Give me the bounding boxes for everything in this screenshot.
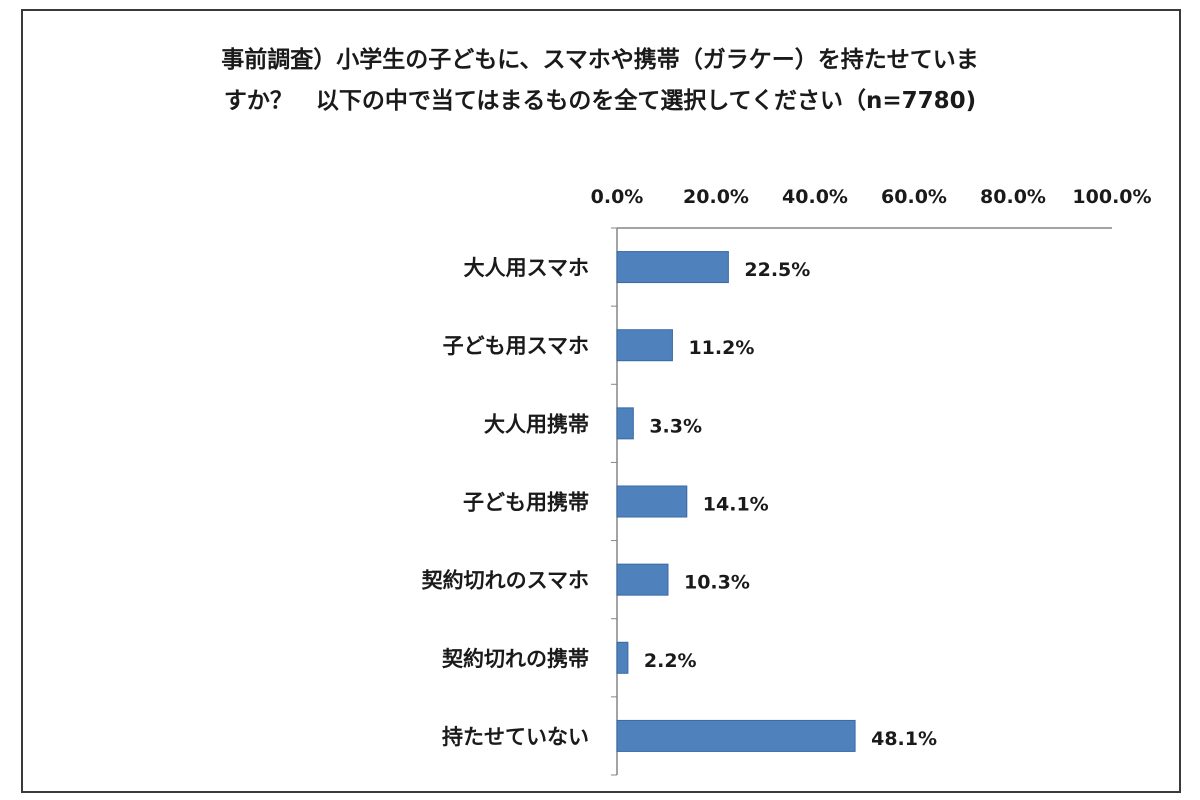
bar	[616, 329, 673, 362]
x-tick-label: 80.0%	[980, 186, 1046, 208]
chart-title: 事前調査）小学生の子どもに、スマホや携帯（ガラケー）を持たせていま すか？ 以下…	[0, 40, 1200, 122]
data-label: 3.3%	[649, 415, 702, 437]
bar	[616, 485, 688, 518]
category-label: 子ども用スマホ	[443, 334, 589, 358]
category-label: 契約切れのスマホ	[421, 569, 589, 593]
category-label: 大人用携帯	[484, 412, 589, 436]
x-tick-label: 100.0%	[1072, 186, 1151, 208]
data-label: 48.1%	[871, 728, 937, 750]
x-tick-label: 40.0%	[782, 186, 848, 208]
x-tick-label: 20.0%	[683, 186, 749, 208]
bar	[616, 719, 856, 752]
bar	[616, 641, 629, 674]
bar	[616, 407, 634, 440]
bar	[616, 251, 729, 284]
data-label: 10.3%	[684, 572, 750, 594]
x-tick-label: 0.0%	[591, 186, 644, 208]
category-label: 子ども用携帯	[463, 491, 589, 515]
data-label: 11.2%	[688, 337, 754, 359]
chart-title-line-2: すか？ 以下の中で当てはまるものを全て選択してください（n=7780)	[223, 88, 977, 114]
bar	[616, 563, 669, 596]
category-label: 持たせていない	[442, 725, 589, 749]
data-label: 2.2%	[644, 650, 697, 672]
category-label: 契約切れの携帯	[441, 647, 589, 671]
data-label: 14.1%	[703, 494, 769, 516]
chart-title-line-1: 事前調査）小学生の子どもに、スマホや携帯（ガラケー）を持たせていま	[221, 47, 979, 73]
x-tick-label: 60.0%	[881, 186, 947, 208]
category-label: 大人用スマホ	[464, 256, 589, 280]
chart-frame	[21, 9, 1181, 793]
data-label: 22.5%	[744, 259, 810, 281]
